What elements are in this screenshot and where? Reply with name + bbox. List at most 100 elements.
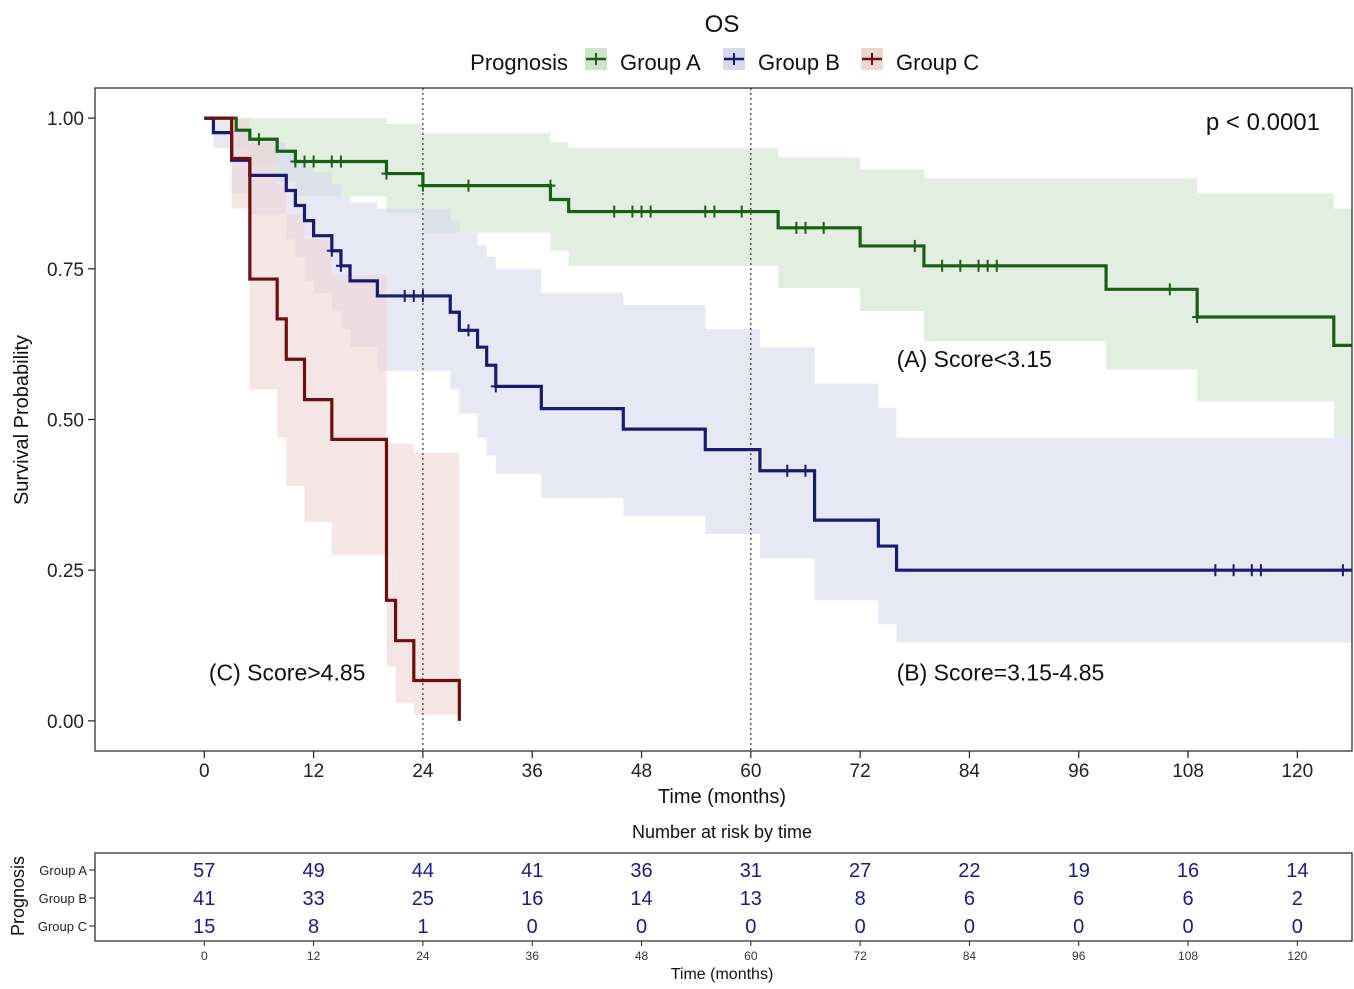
censor-group-a [636,205,647,218]
censor-group-a [299,155,310,168]
x-tick-label: 60 [740,761,761,782]
annotation-label: (C) Score>4.85 [209,660,366,686]
x-tick-label: 24 [412,761,434,782]
risk-cell: 6 [1073,888,1084,910]
y-axis-label: Survival Probability [11,335,33,505]
censor-group-a [335,155,346,168]
risk-cell: 22 [958,860,980,882]
risk-x-tick-label: 24 [416,949,430,963]
risk-x-tick-label: 60 [744,949,758,963]
risk-table-x-label: Time (months) [671,966,774,983]
censor-group-b [782,464,793,477]
censor-group-a [991,259,1002,272]
censor-group-a [326,155,337,168]
risk-cell: 41 [521,860,543,882]
censor-group-b [463,324,474,337]
risk-table-cells: 57 49 44 41 36 31 27 22 19 16 14 41 33 25 16 14 13 8 6 6 6 2 1… [193,860,1308,938]
risk-cell: 27 [849,860,871,882]
x-tick-label: 108 [1172,761,1204,782]
risk-cell: 14 [1286,860,1308,882]
censor-group-b [1228,564,1239,577]
legend-label: Group A [620,50,701,75]
band-group-a [204,118,1353,438]
curve-group-a [204,116,1352,347]
annotations: (A) Score<3.15 (B) Score=3.15-4.85 (C) Sco… [209,346,1104,685]
x-tick-label: 96 [1068,761,1089,782]
x-tick-label: 36 [522,761,543,782]
risk-x-tick-label: 120 [1287,949,1307,963]
censor-group-a [709,205,720,218]
censor-group-b [399,289,410,302]
risk-cell: 0 [855,916,866,938]
risk-table: Number at risk by time 57 49 44 41 36 31 27 22 1… [8,822,1353,983]
risk-table-frame [94,852,1353,942]
risk-cell: 41 [193,888,215,910]
x-tick-label: 84 [959,761,981,782]
x-tick-label: 12 [303,761,324,782]
survival-curves [204,116,1352,721]
censor-group-b [335,259,346,272]
x-tick-label: 0 [199,761,210,782]
risk-cell: 6 [964,888,975,910]
risk-x-tick-label: 108 [1178,949,1198,963]
risk-cell: 25 [412,888,434,910]
curve-group-b [204,116,1352,572]
x-tick-label: 72 [850,761,871,782]
censor-group-a [253,133,264,146]
risk-cell: 0 [964,916,975,938]
censor-group-a [1164,283,1175,296]
legend-item-group-b: Group B [723,48,840,75]
censor-group-a [973,259,984,272]
censor-group-b [1210,564,1221,577]
legend-label: Group C [896,50,979,75]
annotation-label: (B) Score=3.15-4.85 [897,660,1105,686]
risk-cell: 1 [417,916,428,938]
risk-cell: 0 [1182,916,1193,938]
x-tick-label: 48 [631,761,652,782]
y-tick-label: 0.50 [47,411,84,432]
chart-title: OS [705,11,740,38]
risk-cell: 2 [1292,888,1303,910]
risk-table-title: Number at risk by time [632,822,812,842]
censor-group-b [326,244,337,257]
censor-group-a [417,179,428,192]
censor-group-a [290,155,301,168]
risk-cell: 44 [412,860,434,882]
risk-x-tick-label: 84 [963,949,977,963]
annotation-label: (A) Score<3.15 [897,346,1052,372]
confidence-bands [204,118,1353,715]
band-group-b [204,118,1353,643]
censor-group-b [1246,564,1257,577]
censor-group-b [490,380,501,393]
censor-group-a [736,205,747,218]
censor-group-b [408,289,419,302]
risk-cell: 57 [193,860,215,882]
censor-group-a [818,221,829,234]
risk-cell: 8 [855,888,866,910]
x-axis: 0 12 24 36 48 60 72 84 96 108 120 [199,751,1313,782]
risk-cell: 0 [636,916,647,938]
risk-cell: 36 [630,860,652,882]
censor-group-a [791,221,802,234]
legend: Prognosis Group A Group B Group C [470,48,979,75]
censor-group-b [417,289,428,302]
censor-marks [253,133,1348,577]
censor-group-a [381,167,392,180]
censor-group-a [463,179,474,192]
legend-label: Group B [758,50,840,75]
risk-cell: 16 [1177,860,1199,882]
risk-x-tick-label: 48 [635,949,649,963]
curve-group-c [204,116,461,721]
p-value-label: p < 0.0001 [1206,109,1320,136]
y-tick-label: 0.25 [47,561,84,582]
censor-group-b [800,464,811,477]
x-tick-label: 120 [1281,761,1313,782]
risk-row-label: Group A [39,863,87,878]
risk-cell: 0 [1292,916,1303,938]
risk-x-tick-label: 0 [201,949,208,963]
censor-group-b [1255,564,1266,577]
risk-cell: 0 [745,916,756,938]
censor-group-a [800,221,811,234]
censor-group-a [1192,311,1203,324]
censor-group-a [609,205,620,218]
